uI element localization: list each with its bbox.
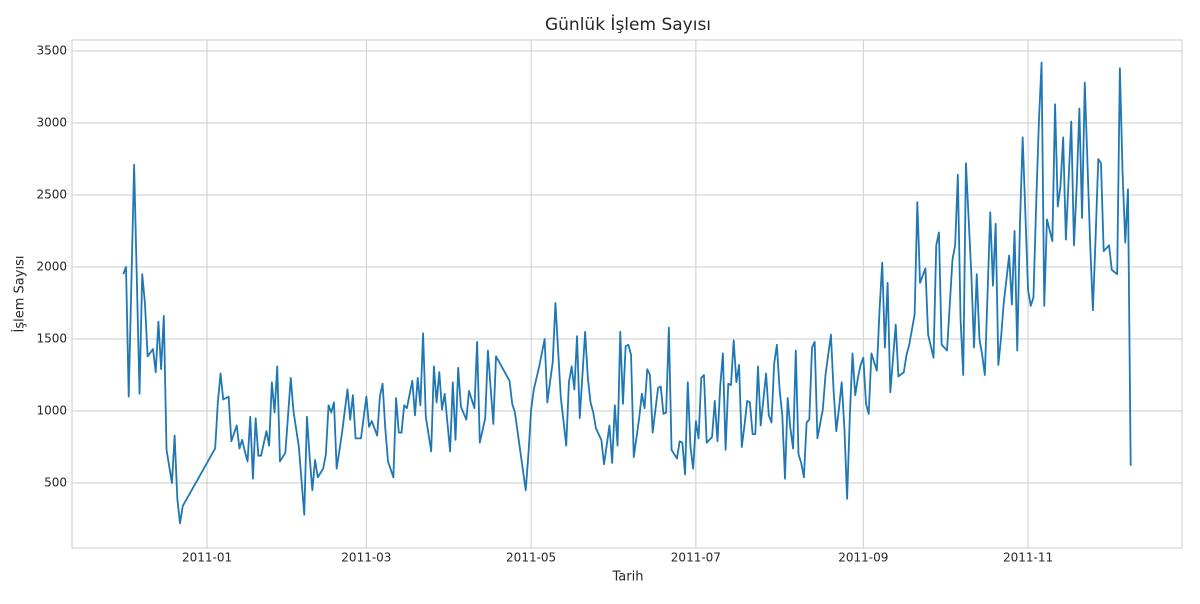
y-tick-label: 1000	[36, 404, 67, 418]
y-tick-label: 1500	[36, 332, 67, 346]
x-tick-label: 2011-09	[838, 551, 888, 565]
x-tick-label: 2011-05	[506, 551, 556, 565]
x-tick-label: 2011-01	[182, 551, 232, 565]
y-tick-label: 500	[44, 476, 67, 490]
x-tick-label: 2011-03	[341, 551, 391, 565]
x-tick-label: 2011-11	[1003, 551, 1053, 565]
y-axis-label: İşlem Sayısı	[12, 256, 28, 333]
y-tick-label: 3500	[36, 43, 67, 57]
y-tick-label: 2000	[36, 259, 67, 273]
y-tick-label: 2500	[36, 187, 67, 201]
data-line	[122, 61, 1132, 525]
chart-title: Günlük İşlem Sayısı	[545, 14, 711, 35]
x-tick-label: 2011-07	[671, 551, 721, 565]
x-axis-label: Tarih	[612, 570, 644, 585]
y-tick-label: 3000	[36, 115, 67, 129]
plot-frame	[71, 39, 1183, 549]
